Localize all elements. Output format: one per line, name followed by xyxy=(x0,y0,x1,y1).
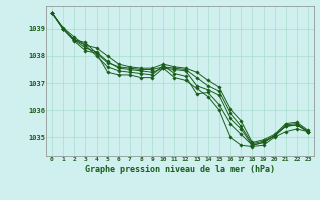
X-axis label: Graphe pression niveau de la mer (hPa): Graphe pression niveau de la mer (hPa) xyxy=(85,165,275,174)
